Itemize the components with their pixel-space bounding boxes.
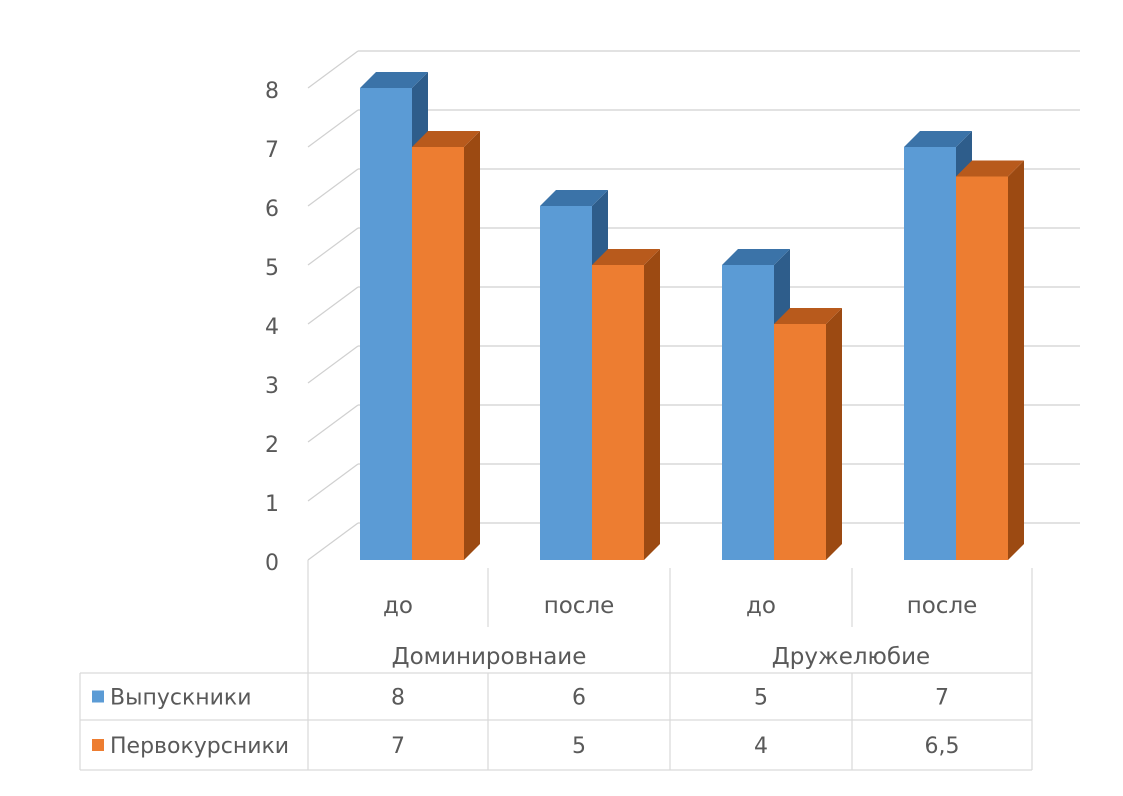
y-axis-ticks: 0 1 2 3 4 5 6 7 8	[265, 79, 279, 576]
category-label: после	[907, 593, 978, 619]
y-tick-label: 4	[265, 315, 279, 340]
bar-pervokursniki-side	[1008, 160, 1024, 560]
bar-pervokursniki-top	[774, 308, 842, 324]
y-tick-label: 7	[265, 138, 279, 163]
group-label: Дружелюбие	[772, 644, 930, 670]
side-grid-line	[307, 109, 359, 148]
bars	[360, 72, 1024, 560]
side-grid-line	[307, 522, 359, 561]
bar-pervokursniki-front	[412, 147, 464, 560]
bar-vypuskniki-front	[904, 147, 956, 560]
bar-pervokursniki-front	[592, 265, 644, 560]
bar-pervokursniki-side	[464, 131, 480, 560]
y-tick-label: 6	[265, 197, 279, 222]
data-label: 4	[754, 734, 768, 759]
side-grid-line	[307, 168, 359, 207]
y-tick-label: 0	[265, 551, 279, 576]
bar-vypuskniki-top	[722, 249, 790, 265]
bar-pervokursniki-top	[592, 249, 660, 265]
series-name: Выпускники	[110, 686, 252, 711]
side-grid-line	[307, 50, 359, 89]
bar-vypuskniki-front	[722, 265, 774, 560]
group-label: Доминировнаие	[392, 644, 587, 670]
data-label: 6,5	[925, 734, 960, 759]
bar-pervokursniki-top	[956, 160, 1024, 177]
side-grid-line	[307, 345, 359, 384]
bar-pervokursniki-top	[412, 131, 480, 147]
data-label: 7	[391, 734, 405, 759]
legend-key	[92, 690, 104, 703]
data-table: до после до после Доминировнаие Дружелюбие Вып…	[79, 568, 1033, 771]
bar-pervokursniki-front	[956, 176, 1008, 560]
y-tick-label: 3	[265, 374, 279, 399]
bar-pervokursniki-side	[826, 308, 842, 560]
bar-pervokursniki-front	[774, 324, 826, 560]
bar-pervokursniki-side	[644, 249, 660, 560]
data-label: 5	[572, 734, 586, 759]
category-label: после	[544, 593, 615, 619]
data-label: 8	[391, 686, 405, 711]
y-tick-label: 8	[265, 79, 279, 104]
side-grid-line	[307, 286, 359, 325]
category-label: до	[746, 593, 776, 619]
data-label: 5	[754, 686, 768, 711]
side-grid-line	[307, 404, 359, 443]
category-label: до	[383, 593, 413, 619]
data-label: 7	[935, 686, 949, 711]
y-tick-label: 1	[265, 492, 279, 517]
legend-key	[92, 739, 104, 751]
series-name: Первокурсники	[110, 734, 289, 759]
side-grid-line	[307, 463, 359, 502]
data-label: 6	[572, 686, 586, 711]
side-grid-line	[307, 227, 359, 266]
bar-vypuskniki-front	[360, 88, 412, 560]
bar-vypuskniki-top	[904, 131, 972, 147]
y-tick-label: 5	[265, 256, 279, 281]
bar-vypuskniki-top	[360, 72, 428, 88]
y-tick-label: 2	[265, 433, 279, 458]
bar-vypuskniki-top	[540, 190, 608, 206]
bar-vypuskniki-front	[540, 206, 592, 560]
